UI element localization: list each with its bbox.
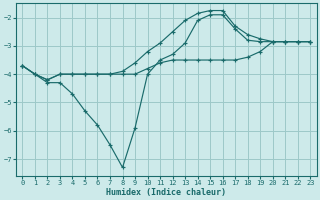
X-axis label: Humidex (Indice chaleur): Humidex (Indice chaleur) (106, 188, 226, 197)
